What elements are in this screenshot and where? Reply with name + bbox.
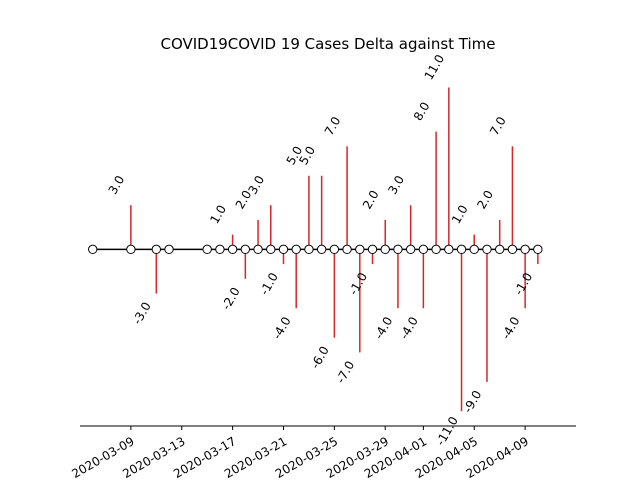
data-label-16: -7.0 (333, 359, 357, 386)
marker-28 (507, 244, 518, 255)
marker-12 (304, 244, 314, 255)
marker-18 (380, 244, 390, 255)
data-label-11: -4.0 (270, 314, 294, 341)
markers-layer (88, 244, 543, 255)
data-label-2: -3.0 (130, 300, 154, 327)
data-label-7: -2.0 (219, 285, 243, 312)
data-label-18: 2.0 (360, 188, 382, 212)
marker-14 (329, 244, 340, 255)
marker-26 (482, 244, 492, 255)
marker-4 (202, 244, 212, 255)
marker-17 (367, 244, 378, 255)
marker-15 (342, 244, 352, 255)
marker-25 (469, 244, 479, 255)
data-label-19: -4.0 (372, 314, 396, 341)
data-label-6: 1.0 (207, 203, 229, 227)
marker-3 (164, 244, 174, 255)
marker-2 (151, 244, 162, 255)
data-label-27: 2.0 (474, 188, 496, 212)
marker-19 (393, 244, 403, 255)
data-label-1: 3.0 (106, 173, 128, 197)
data-label-10: -1.0 (257, 270, 281, 297)
marker-29 (520, 244, 530, 255)
marker-22 (431, 244, 441, 255)
data-label-29: -4.0 (499, 314, 523, 341)
marker-7 (240, 244, 251, 255)
marker-23 (444, 244, 454, 255)
data-label-17: -1.0 (346, 270, 370, 297)
data-label-22: 8.0 (411, 100, 433, 124)
marker-27 (494, 244, 505, 255)
marker-1 (126, 244, 136, 255)
marker-30 (533, 244, 543, 255)
marker-24 (456, 244, 467, 255)
marker-6 (227, 244, 238, 255)
data-label-26: -9.0 (461, 388, 485, 415)
x-ticks-layer: 2020-03-092020-03-132020-03-172020-03-21… (69, 426, 531, 481)
data-label-13: 5.0 (296, 144, 318, 168)
data-label-14: -6.0 (308, 344, 332, 371)
data-label-25: 1.0 (449, 203, 471, 227)
marker-21 (418, 244, 429, 255)
marker-9 (266, 244, 276, 255)
marker-20 (405, 244, 416, 255)
marker-16 (355, 244, 365, 255)
marker-0 (88, 244, 98, 255)
data-label-21: -4.0 (397, 314, 421, 341)
data-label-23: 11.0 (422, 52, 447, 82)
marker-11 (291, 244, 301, 255)
marker-5 (215, 244, 225, 255)
marker-8 (253, 244, 263, 255)
chart-title: COVID19COVID 19 Cases Delta against Time (160, 35, 495, 53)
data-label-28: 7.0 (487, 114, 509, 138)
data-label-20: 3.0 (385, 173, 407, 197)
marker-10 (278, 244, 289, 255)
data-label-30: -1.0 (511, 270, 535, 297)
stems-layer (130, 87, 539, 412)
data-label-15: 7.0 (322, 114, 344, 138)
marker-13 (316, 244, 327, 255)
